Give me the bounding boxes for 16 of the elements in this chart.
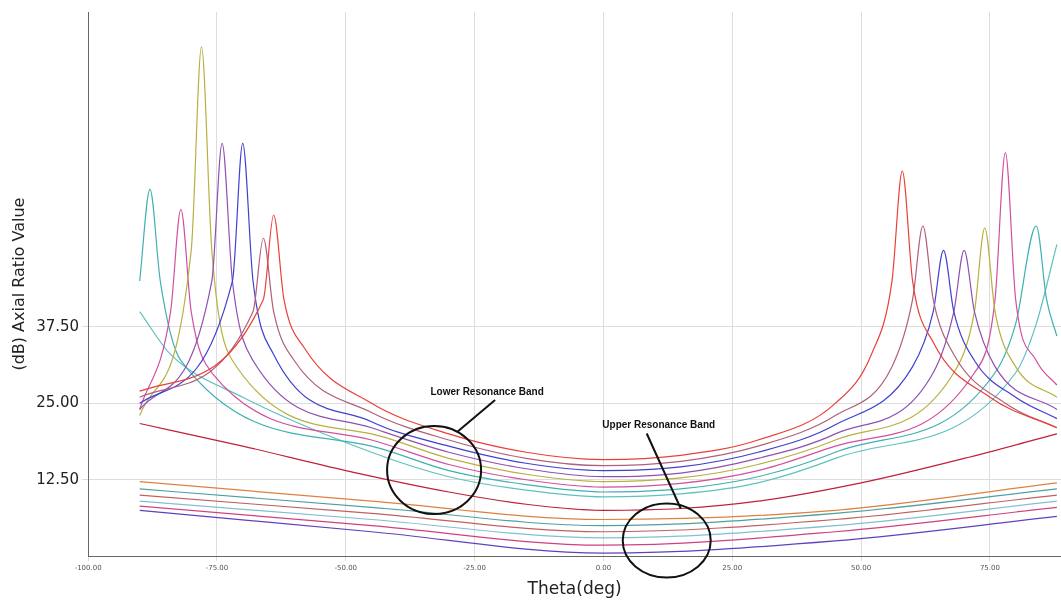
line-series bbox=[139, 509, 1058, 554]
y-axis-title: (dB) Axial Ratio Value bbox=[8, 197, 28, 371]
annotation: Upper Resonance Band bbox=[602, 419, 716, 431]
line-series bbox=[139, 46, 1058, 483]
line-series bbox=[139, 505, 1058, 546]
line-series bbox=[139, 422, 1058, 511]
line-series bbox=[139, 488, 1058, 527]
y-tick-label: 25.00 bbox=[36, 393, 80, 412]
line-series bbox=[139, 500, 1058, 539]
annotation: Lower Resonance Band bbox=[430, 385, 544, 397]
line-series bbox=[139, 481, 1058, 521]
line-series bbox=[139, 494, 1058, 533]
y-tick-label: 12.50 bbox=[36, 469, 80, 488]
y-tick-label: 37.50 bbox=[36, 316, 80, 335]
x-axis-title: Theta(deg) bbox=[526, 578, 622, 599]
line-series bbox=[139, 243, 1058, 498]
